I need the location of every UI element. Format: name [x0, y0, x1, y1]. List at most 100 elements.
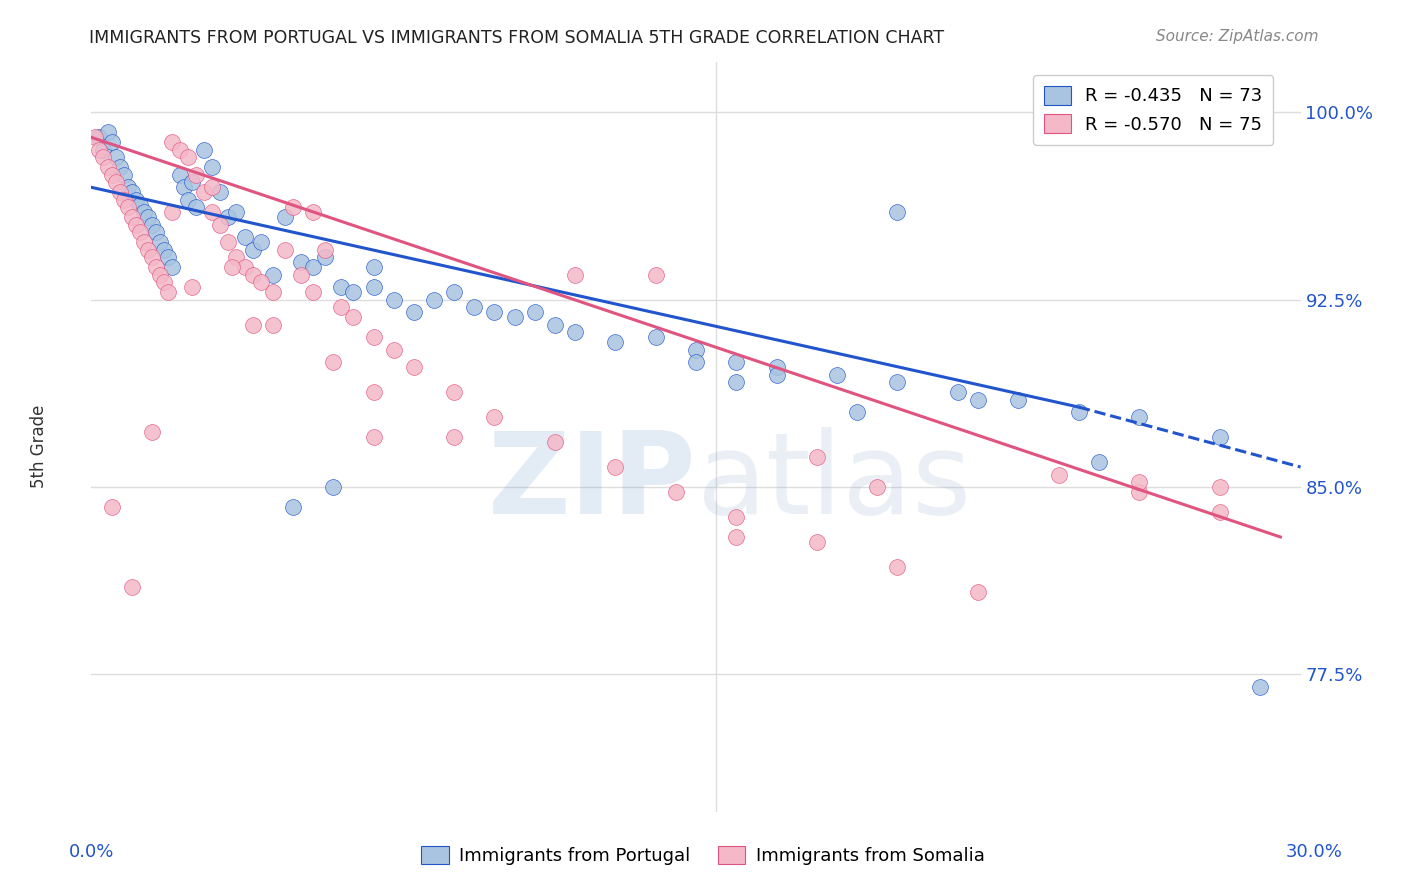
Point [644, 330, 666, 344]
Point [201, 161, 224, 175]
Point [685, 355, 707, 369]
Point [544, 318, 567, 332]
Point [886, 375, 908, 389]
Point [221, 260, 243, 275]
Point [141, 218, 163, 232]
Point [96, 161, 118, 175]
Point [274, 211, 297, 225]
Point [112, 168, 135, 182]
Point [242, 268, 264, 282]
Text: 30.0%: 30.0% [1286, 843, 1343, 861]
Point [128, 198, 150, 212]
Point [125, 193, 148, 207]
Point [725, 375, 748, 389]
Point [1007, 392, 1029, 407]
Point [1088, 455, 1111, 469]
Point [160, 260, 183, 275]
Point [886, 560, 908, 574]
Point [121, 186, 143, 200]
Point [725, 510, 748, 524]
Point [605, 335, 627, 350]
Point [330, 300, 353, 314]
Point [181, 280, 204, 294]
Point [225, 250, 247, 264]
Text: atlas: atlas [696, 426, 972, 538]
Point [132, 205, 155, 219]
Point [149, 268, 172, 282]
Point [177, 193, 200, 207]
Point [249, 275, 271, 289]
Point [145, 225, 167, 239]
Point [108, 186, 131, 200]
Text: 0.0%: 0.0% [69, 843, 114, 861]
Point [209, 186, 232, 200]
Point [725, 355, 748, 369]
Point [136, 211, 159, 225]
Point [382, 293, 405, 307]
Point [233, 230, 256, 244]
Point [160, 136, 183, 150]
Point [173, 180, 195, 194]
Point [132, 235, 155, 250]
Point [201, 205, 224, 219]
Text: ZIP: ZIP [488, 426, 696, 538]
Point [104, 150, 127, 164]
Point [1128, 410, 1150, 425]
Point [89, 130, 111, 145]
Point [402, 305, 425, 319]
Point [121, 211, 143, 225]
Point [125, 218, 148, 232]
Point [186, 168, 208, 182]
Point [242, 243, 264, 257]
Point [117, 200, 139, 214]
Text: Source: ZipAtlas.com: Source: ZipAtlas.com [1156, 29, 1319, 44]
Point [93, 143, 115, 157]
Point [967, 585, 990, 599]
Point [281, 200, 304, 214]
Point [100, 136, 122, 150]
Point [209, 218, 232, 232]
Point [1209, 505, 1232, 519]
Point [84, 130, 107, 145]
Point [177, 150, 200, 164]
Point [141, 425, 163, 439]
Point [363, 280, 385, 294]
Point [544, 435, 567, 450]
Point [186, 200, 208, 214]
Point [806, 535, 828, 549]
Point [100, 500, 122, 514]
Point [1128, 485, 1150, 500]
Point [153, 243, 176, 257]
Point [443, 285, 465, 300]
Point [302, 205, 325, 219]
Point [665, 485, 688, 500]
Point [233, 260, 256, 275]
Point [363, 385, 385, 400]
Point [89, 143, 111, 157]
Point [342, 285, 364, 300]
Point [128, 225, 150, 239]
Point [225, 205, 247, 219]
Point [193, 186, 215, 200]
Point [290, 255, 312, 269]
Point [363, 430, 385, 444]
Point [96, 125, 118, 139]
Point [121, 580, 143, 594]
Point [765, 360, 787, 375]
Point [1067, 405, 1090, 419]
Point [201, 180, 224, 194]
Point [1209, 430, 1232, 444]
Point [156, 250, 179, 264]
Point [302, 285, 325, 300]
Point [93, 150, 115, 164]
Point [806, 450, 828, 464]
Point [1128, 475, 1150, 489]
Point [136, 243, 159, 257]
Point [262, 285, 284, 300]
Point [156, 285, 179, 300]
Point [765, 368, 787, 382]
Point [153, 275, 176, 289]
Point [322, 355, 344, 369]
Point [217, 211, 239, 225]
Point [302, 260, 325, 275]
